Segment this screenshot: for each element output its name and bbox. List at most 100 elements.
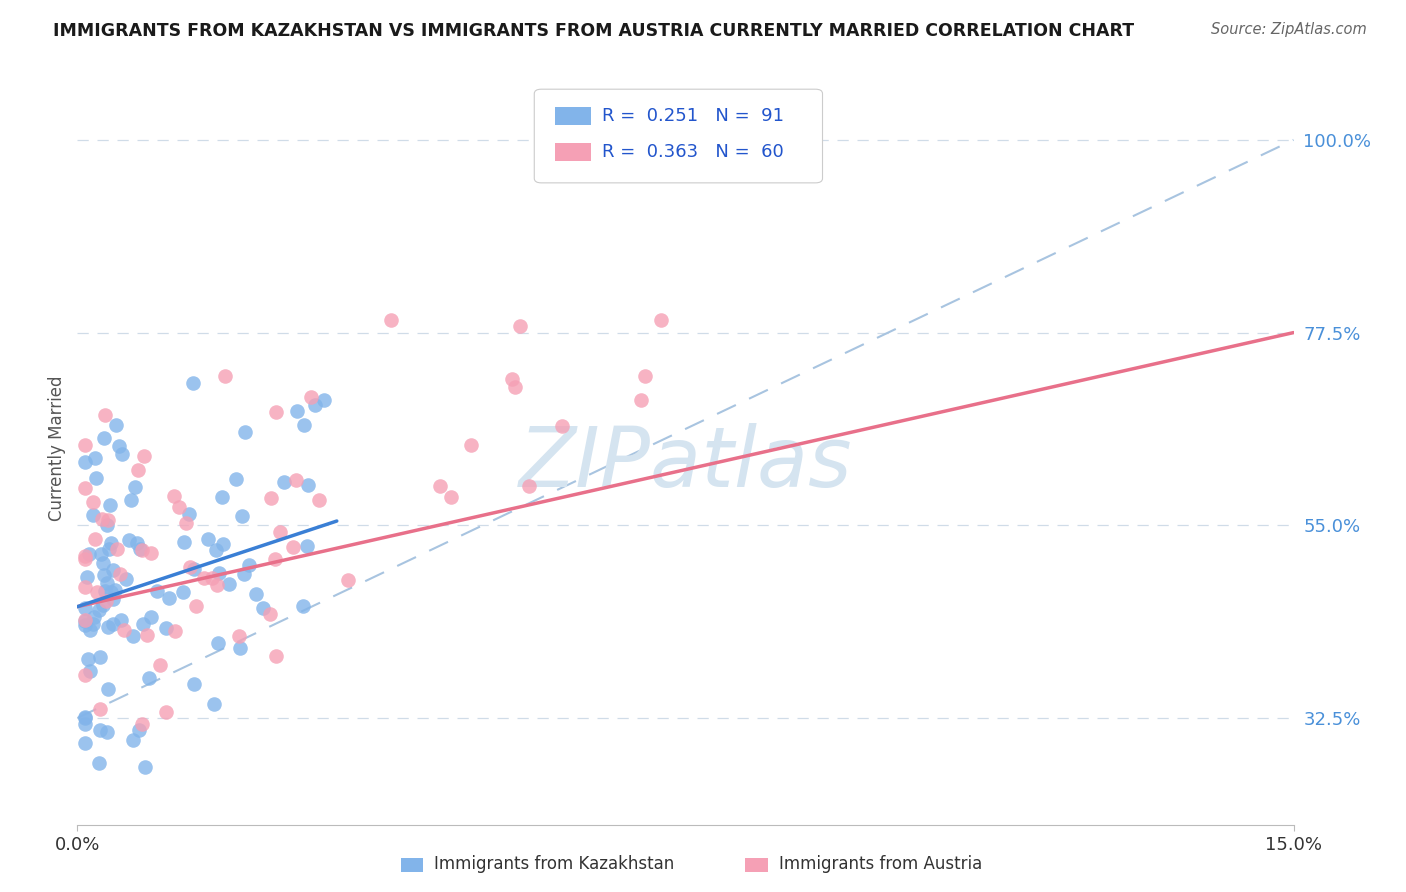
Point [228, 629, 250, 643]
Point [93, 598, 115, 612]
Point [285, 473, 308, 487]
Point [79, 664, 101, 678]
Point [82, 495, 104, 509]
Point [260, 491, 283, 506]
Point [75, 438, 97, 452]
Point [82, 508, 104, 522]
Point [205, 578, 228, 592]
Point [89, 702, 111, 716]
Point [94, 583, 117, 598]
Point [269, 525, 291, 540]
Point [501, 372, 523, 386]
Point [551, 419, 574, 434]
Point [259, 607, 281, 621]
Point [105, 418, 128, 433]
Point [214, 369, 236, 384]
Point [297, 477, 319, 491]
Point [312, 392, 335, 407]
Text: Source: ZipAtlas.com: Source: ZipAtlas.com [1211, 22, 1367, 37]
Point [97, 681, 120, 696]
Point [132, 449, 155, 463]
Text: ZIPatlas: ZIPatlas [519, 423, 852, 504]
Point [100, 536, 122, 550]
Point [517, 478, 540, 492]
Text: IMMIGRANTS FROM KAZAKHSTAN VS IMMIGRANTS FROM AUSTRIA CURRENTLY MARRIED CORRELAT: IMMIGRANTS FROM KAZAKHSTAN VS IMMIGRANTS… [53, 22, 1135, 40]
Point [200, 571, 222, 585]
Point [103, 616, 125, 631]
Point [231, 509, 253, 524]
Point [149, 658, 172, 673]
Point [174, 516, 197, 530]
Point [163, 624, 186, 638]
Point [97, 513, 120, 527]
Point [115, 572, 138, 586]
Point [163, 489, 186, 503]
Point [75, 455, 97, 469]
Point [173, 534, 195, 549]
Point [155, 621, 177, 635]
Point [89, 723, 111, 737]
Point [75, 613, 97, 627]
Point [218, 577, 240, 591]
Point [84, 532, 107, 546]
Point [264, 552, 287, 566]
Point [83, 610, 105, 624]
Point [139, 610, 162, 624]
Point [127, 462, 149, 476]
Point [91, 556, 114, 570]
Point [131, 717, 153, 731]
Point [212, 536, 235, 550]
Point [96, 576, 118, 591]
Point [650, 313, 672, 327]
Point [503, 380, 526, 394]
Point [94, 408, 117, 422]
Y-axis label: Currently Married: Currently Married [48, 376, 66, 521]
Point [233, 425, 256, 440]
Point [181, 376, 204, 390]
Point [157, 591, 180, 605]
Text: R =  0.363   N =  60: R = 0.363 N = 60 [602, 143, 783, 161]
Point [134, 760, 156, 774]
Point [141, 545, 163, 559]
Point [79, 623, 101, 637]
Point [264, 404, 287, 418]
Point [634, 368, 657, 383]
Text: Immigrants from Austria: Immigrants from Austria [779, 855, 983, 873]
Point [84, 451, 107, 466]
Point [76, 570, 98, 584]
Point [82, 617, 104, 632]
Point [238, 558, 260, 573]
Point [96, 517, 118, 532]
Point [118, 533, 141, 547]
Point [103, 591, 125, 606]
Point [167, 500, 190, 514]
Point [273, 475, 295, 490]
Point [122, 732, 145, 747]
Point [183, 562, 205, 576]
Point [98, 498, 121, 512]
Point [128, 542, 150, 557]
Point [155, 705, 177, 719]
Point [111, 447, 134, 461]
Point [132, 617, 155, 632]
Point [440, 490, 463, 504]
Point [138, 671, 160, 685]
Point [94, 594, 117, 608]
Point [75, 549, 97, 563]
Point [90, 547, 112, 561]
Point [75, 614, 97, 628]
Point [245, 587, 267, 601]
Point [204, 697, 226, 711]
Point [266, 649, 288, 664]
Point [120, 493, 142, 508]
Point [308, 493, 330, 508]
Point [135, 628, 157, 642]
Point [337, 574, 360, 588]
Point [75, 709, 97, 723]
Point [179, 560, 201, 574]
Point [291, 599, 314, 613]
Point [93, 431, 115, 445]
Point [225, 472, 247, 486]
Point [128, 723, 150, 737]
Point [281, 540, 304, 554]
